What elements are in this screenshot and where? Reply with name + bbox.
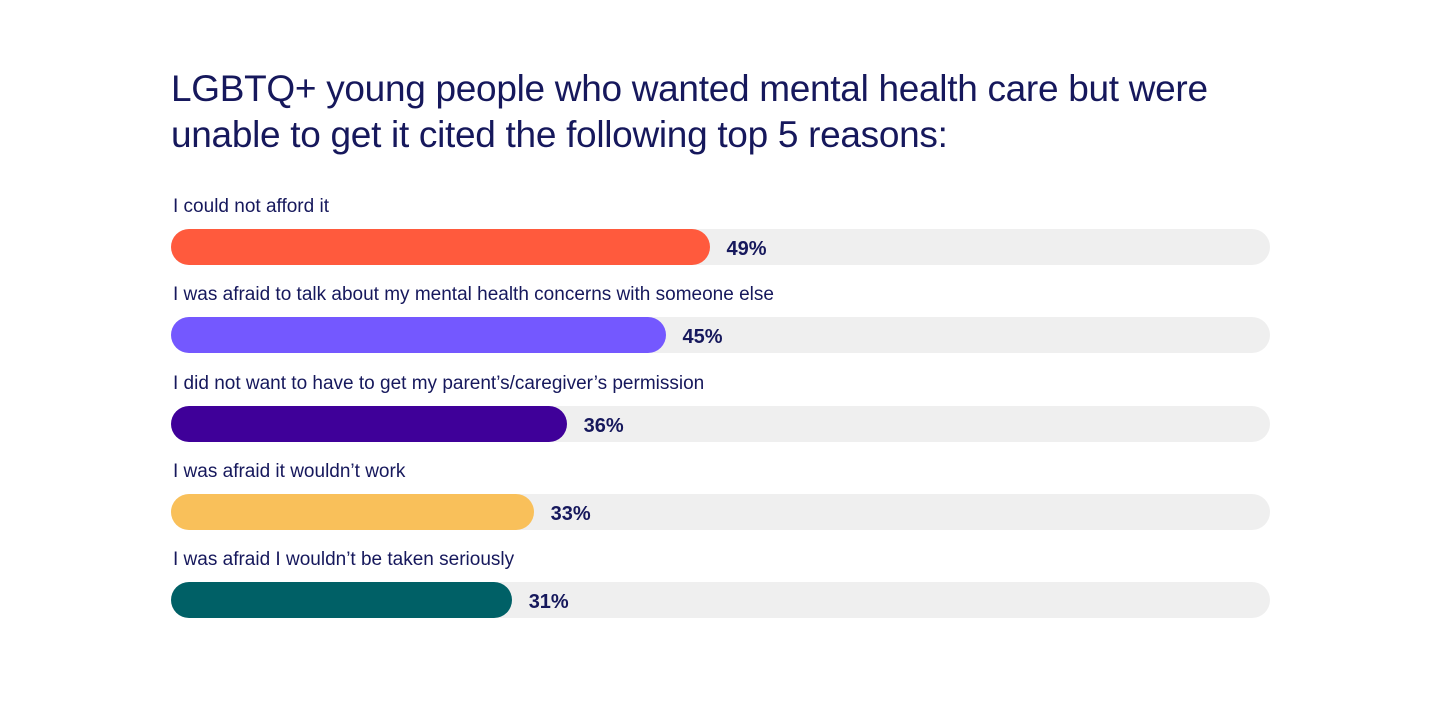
bar xyxy=(171,493,534,530)
bar-row: I was afraid I wouldn’t be taken serious… xyxy=(171,548,1270,624)
bar xyxy=(171,582,512,619)
category-label: I was afraid I wouldn’t be taken serious… xyxy=(173,549,515,571)
value-label: 36% xyxy=(583,414,624,437)
bar-row: I was afraid it wouldn’t work 33% xyxy=(171,460,1270,536)
category-label: I was afraid it wouldn’t work xyxy=(173,460,406,482)
bar-row: I did not want to have to get my parent’… xyxy=(171,372,1270,448)
bar-track: 49% xyxy=(171,229,1270,265)
bar-track: 36% xyxy=(171,405,1270,442)
bar-track: 31% xyxy=(171,582,1270,619)
value-label: 49% xyxy=(726,238,767,260)
value-label: 45% xyxy=(682,326,723,349)
category-label: I did not want to have to get my parent’… xyxy=(173,372,705,394)
value-label: 31% xyxy=(528,591,569,614)
bar-track: 45% xyxy=(171,317,1270,354)
category-label: I could not afford it xyxy=(173,196,329,217)
bar-chart: I could not afford it 49% I was afraid to … xyxy=(171,0,1270,701)
chart-title: LGBTQ+ young people who wanted mental he… xyxy=(171,68,1208,155)
bar xyxy=(171,229,710,265)
bar-row: I could not afford it 49% xyxy=(171,195,1270,271)
value-label: 33% xyxy=(550,502,591,525)
bar xyxy=(171,405,567,442)
bar-row: I was afraid to talk about my mental hea… xyxy=(171,283,1270,359)
bar xyxy=(171,317,666,354)
category-label: I was afraid to talk about my mental hea… xyxy=(173,284,774,306)
bar-track: 33% xyxy=(171,493,1270,530)
